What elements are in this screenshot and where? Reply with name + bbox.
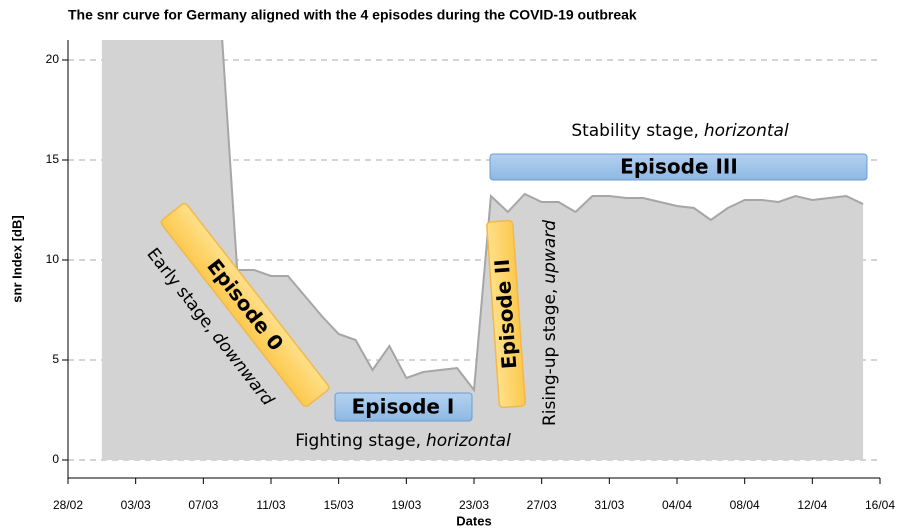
x-tick-label: 27/03 — [527, 498, 557, 512]
x-tick-label: 07/03 — [188, 498, 218, 512]
episode-box — [334, 392, 473, 422]
x-tick-label: 28/02 — [53, 498, 83, 512]
y-tick-label: 0 — [52, 452, 59, 466]
x-tick-label: 12/04 — [797, 498, 827, 512]
chart-title: The snr curve for Germany aligned with t… — [68, 7, 637, 23]
x-tick-label: 23/03 — [459, 498, 489, 512]
episode-label: Episode III — [620, 155, 738, 179]
y-axis-label: snr Index [dB] — [9, 215, 24, 302]
stage-text: Stability stage, — [571, 121, 699, 141]
stage-text: Rising-up stage, — [540, 289, 560, 426]
area — [101, 40, 864, 460]
stage-text: Fighting stage, — [295, 431, 421, 451]
y-tick-label: 15 — [46, 152, 60, 166]
x-tick-label: 03/03 — [121, 498, 151, 512]
plot-area — [101, 40, 864, 460]
y-tick-label: 5 — [52, 352, 59, 366]
episode-box — [486, 219, 526, 409]
x-axis-label: Dates — [456, 513, 491, 528]
episode-box — [489, 153, 868, 181]
stage-emphasis: upward — [540, 220, 560, 284]
x-tick-label: 15/03 — [324, 498, 354, 512]
x-tick-label: 16/04 — [865, 498, 895, 512]
episode-box — [160, 203, 330, 407]
stage-emphasis: horizontal — [426, 431, 511, 451]
episode-2: Episode II — [486, 219, 526, 409]
x-tick-label: 08/04 — [730, 498, 760, 512]
stage-label: Stability stage, horizontal — [571, 121, 789, 141]
axes: 0 5 10 15 20 28/02 03/03 07/03 11/03 15/03 19/03 23… — [46, 40, 895, 512]
x-tick-label: 19/03 — [391, 498, 421, 512]
x-tick-label: 04/04 — [662, 498, 692, 512]
stage-emphasis: horizontal — [704, 121, 789, 141]
stage-label: Rising-up stage, upward — [540, 220, 560, 426]
y-tick-label: 20 — [46, 52, 60, 66]
area-line — [221, 40, 864, 393]
stage-label: Fighting stage, horizontal — [295, 431, 511, 451]
x-tick-label: 31/03 — [594, 498, 624, 512]
episode-label: Episode I — [352, 395, 455, 419]
x-tick-label: 11/03 — [256, 498, 285, 512]
y-tick-label: 10 — [46, 252, 60, 266]
